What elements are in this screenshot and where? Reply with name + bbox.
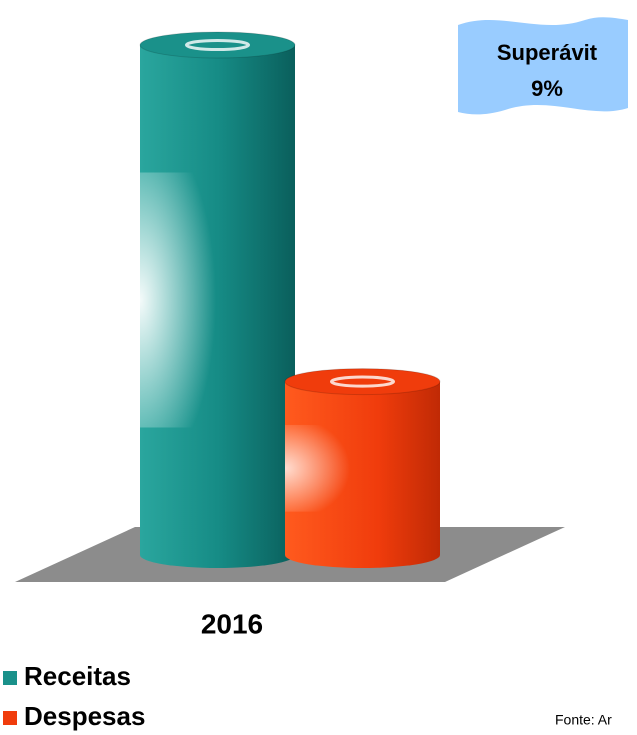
annotation-text: 9% [531, 76, 563, 101]
bar-top-shine [185, 38, 250, 52]
legend: Receitas Despesas [3, 661, 145, 731]
bar [139, 31, 296, 569]
bar [284, 368, 441, 569]
annotation-text: Superávit [497, 40, 598, 65]
source: Fonte: Ar [555, 712, 612, 728]
annotation-banner [458, 17, 628, 115]
legend-label: Receitas [24, 661, 131, 691]
bar-top [139, 31, 296, 59]
bar-top-shine [330, 375, 395, 388]
bar-highlight [140, 172, 249, 428]
x-tick-label: 2016 [201, 608, 263, 639]
bar-highlight [285, 424, 394, 512]
legend-label: Despesas [24, 701, 145, 731]
legend-swatch [3, 711, 17, 725]
bars [139, 31, 441, 569]
legend-swatch [3, 671, 17, 685]
bar-top [284, 368, 441, 396]
